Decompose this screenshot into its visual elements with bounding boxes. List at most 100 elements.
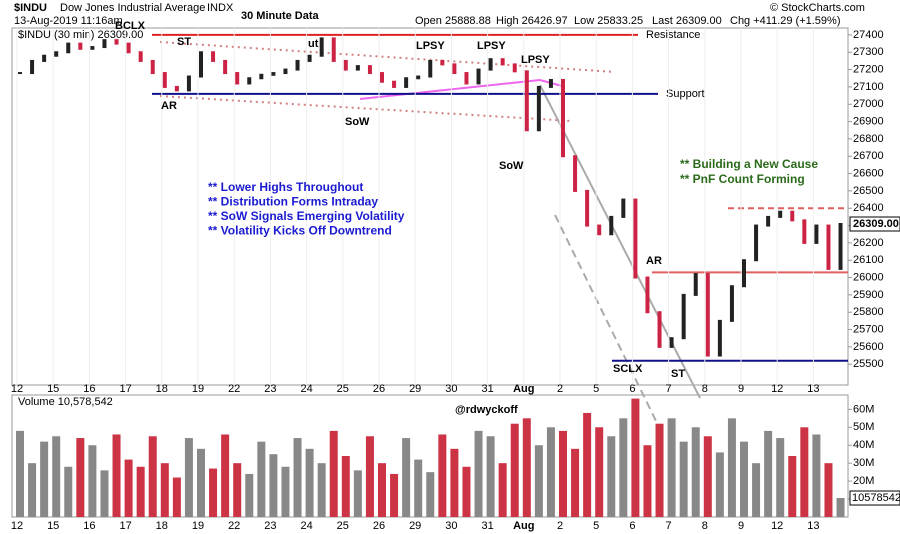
- note: ** Volatility Kicks Off Downtrend: [208, 224, 392, 238]
- volume-last-label: 10578542: [852, 492, 900, 504]
- price-bar: [126, 42, 131, 54]
- y-tick-label: 26200: [853, 237, 884, 249]
- price-bar: [705, 273, 710, 357]
- price-bar: [78, 42, 83, 50]
- price-bar: [597, 224, 602, 236]
- volume-tick-label: 20M: [853, 475, 874, 487]
- price-bar: [524, 70, 529, 132]
- volume-bar: [414, 459, 423, 517]
- volume-bar: [703, 436, 712, 517]
- price-bar: [681, 293, 686, 340]
- volume-bar: [752, 463, 761, 517]
- price-bar: [512, 63, 517, 73]
- last-label: 26309.00: [853, 218, 899, 230]
- volume-bar: [317, 463, 326, 517]
- x-tick-label: 31: [481, 520, 493, 532]
- x-tick-label: 19: [192, 520, 204, 532]
- price-bar: [102, 39, 107, 49]
- volume-bar: [100, 470, 109, 517]
- volume-bar: [546, 427, 555, 517]
- price-bar: [114, 39, 119, 45]
- x-tick-label: 24: [300, 520, 312, 532]
- volume-bar: [64, 466, 73, 517]
- price-bar: [223, 59, 228, 75]
- volume-bar: [426, 472, 435, 517]
- note: ** SoW Signals Emerging Volatility: [208, 209, 405, 223]
- price-legend: $INDU (30 min) 26309.00: [18, 29, 143, 41]
- volume-bar: [76, 438, 85, 517]
- price-frame: [11, 27, 849, 386]
- source: © StockCharts.com: [770, 2, 865, 14]
- volume-bar: [559, 430, 567, 517]
- y-tick-label: 27100: [853, 81, 884, 93]
- note: ** Building a New Cause: [680, 157, 818, 171]
- x-tick-label: 12: [11, 520, 23, 532]
- volume-bar: [281, 466, 290, 517]
- price-bar: [717, 319, 722, 357]
- volume-bar: [812, 434, 821, 517]
- x-tick-label: 26: [373, 383, 385, 395]
- volume-bar: [184, 438, 193, 517]
- price-bar: [271, 72, 276, 76]
- x-tick-label: Aug: [513, 383, 534, 395]
- price-bar: [561, 78, 565, 158]
- volume-bar: [788, 456, 797, 517]
- x-tick-label: 8: [702, 520, 708, 532]
- volume-bar: [727, 418, 736, 517]
- x-tick-label: 25: [337, 520, 349, 532]
- high: High 26426.97: [496, 15, 568, 27]
- volume-bar: [257, 441, 266, 517]
- x-tick-label: 16: [83, 520, 95, 532]
- price-bar: [319, 37, 324, 57]
- x-tick-label: 15: [47, 383, 59, 395]
- x-tick-label: 13: [807, 520, 819, 532]
- volume-bar: [269, 454, 278, 517]
- y-tick-label: 25500: [853, 358, 884, 370]
- volume-tick-label: 40M: [853, 439, 874, 451]
- price-bar: [814, 224, 819, 244]
- volume-bar: [52, 436, 61, 517]
- y-tick-label: 25600: [853, 341, 884, 353]
- volume-bar: [233, 463, 242, 517]
- price-bar: [392, 80, 397, 88]
- volume-bar: [341, 456, 350, 517]
- y-tick-label: 25800: [853, 306, 884, 318]
- x-tick-label: 25: [337, 383, 349, 395]
- x-tick-label: 19: [192, 383, 204, 395]
- y-tick-label: 26100: [853, 254, 884, 266]
- price-bar: [452, 63, 457, 75]
- volume-last-box: [849, 490, 900, 506]
- price-bar: [657, 311, 662, 348]
- x-tick-label: 13: [807, 383, 819, 395]
- volume-bar: [172, 477, 181, 517]
- x-tick-label: 29: [409, 383, 421, 395]
- annotation: @rdwyckoff: [455, 404, 518, 416]
- annotation: BCLX: [115, 20, 146, 32]
- volume-bar: [595, 427, 604, 517]
- volume-bar: [583, 412, 592, 517]
- y-tick-label: 26500: [853, 185, 884, 197]
- volume-bar: [160, 463, 169, 517]
- price-bar: [802, 219, 807, 244]
- volume-bar: [305, 448, 314, 517]
- y-tick-label: 26900: [853, 115, 884, 127]
- annotation: ST: [177, 36, 191, 48]
- price-bar: [199, 51, 203, 78]
- x-tick-label: 8: [702, 383, 708, 395]
- volume-tick-label: 30M: [853, 457, 874, 469]
- volume-bar: [836, 498, 845, 517]
- price-bar: [428, 59, 433, 78]
- x-tick-label: 31: [481, 383, 493, 395]
- volume-bar: [486, 436, 495, 517]
- open: Open 25888.88: [415, 15, 491, 27]
- volume-bar: [764, 430, 773, 517]
- price-bar: [150, 59, 155, 75]
- volume-bar: [245, 473, 254, 517]
- name: Dow Jones Industrial Average: [60, 2, 205, 14]
- x-tick-label: 2: [557, 383, 563, 395]
- price-bar: [404, 77, 409, 88]
- volume-bar: [631, 398, 640, 517]
- price-bar: [307, 54, 312, 62]
- y-tick-label: 27300: [853, 46, 884, 58]
- x-tick-label: 12: [771, 520, 783, 532]
